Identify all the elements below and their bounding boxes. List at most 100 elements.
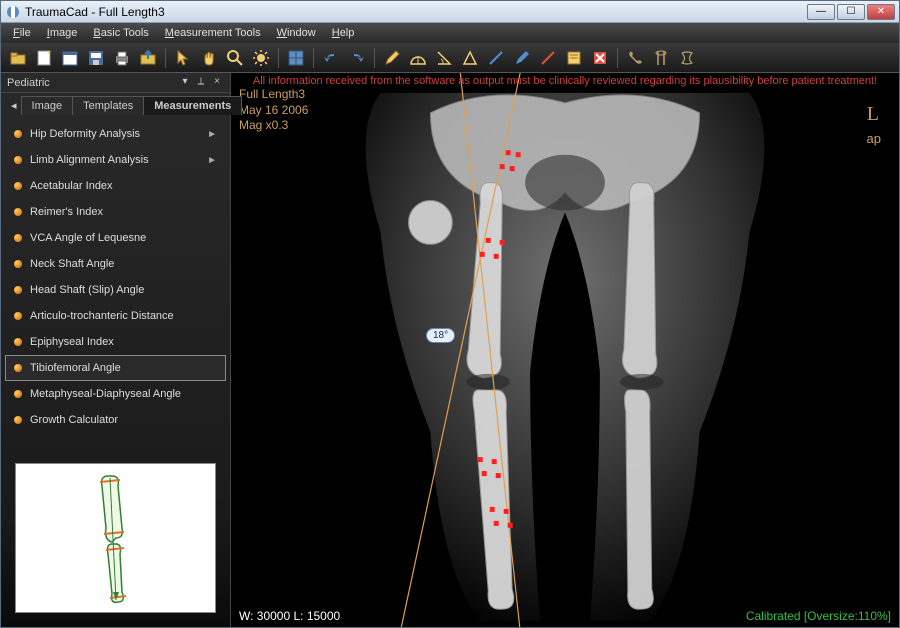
warning-text: All information received from the softwa…	[231, 75, 899, 87]
measurement-label: Growth Calculator	[30, 414, 217, 426]
measurement-label: Reimer's Index	[30, 206, 217, 218]
bullet-icon	[14, 286, 22, 294]
titlebar: TraumaCad - Full Length3 — ☐ ✕	[1, 1, 899, 23]
measurement-label: Tibiofemoral Angle	[30, 362, 217, 374]
measurement-item[interactable]: Head Shaft (Slip) Angle	[5, 277, 226, 303]
toolbar	[1, 43, 899, 73]
measurement-label: Head Shaft (Slip) Angle	[30, 284, 217, 296]
bullet-icon	[14, 390, 22, 398]
projection-marker: ap	[867, 131, 881, 146]
bullet-icon	[14, 260, 22, 268]
menu-measurement-tools[interactable]: Measurement Tools	[157, 25, 269, 41]
side-marker: L	[867, 103, 879, 126]
measurement-item[interactable]: Limb Alignment Analysis ►	[5, 147, 226, 173]
separator	[374, 48, 375, 68]
save-icon[interactable]	[85, 47, 107, 69]
measurement-label: Neck Shaft Angle	[30, 258, 217, 270]
open-icon[interactable]	[7, 47, 29, 69]
measurement-item[interactable]: Neck Shaft Angle	[5, 251, 226, 277]
pencil-icon[interactable]	[381, 47, 403, 69]
line-blue-icon[interactable]	[485, 47, 507, 69]
image-info: Full Length3 May 16 2006 Mag x0.3	[239, 87, 308, 134]
bullet-icon	[14, 364, 22, 372]
measurement-item[interactable]: Hip Deformity Analysis►	[5, 121, 226, 147]
image-name: Full Length3	[239, 87, 308, 103]
menu-image[interactable]: Image	[39, 25, 86, 41]
undo-icon[interactable]	[320, 47, 342, 69]
submenu-chevron-icon: ►	[207, 155, 217, 166]
panel-close-icon[interactable]: ×	[210, 76, 224, 90]
angle-icon[interactable]	[433, 47, 455, 69]
bullet-icon	[14, 130, 22, 138]
bullet-icon	[14, 416, 22, 424]
measurement-item[interactable]: Growth Calculator	[5, 407, 226, 433]
panel-pin-icon[interactable]: ⟂	[194, 76, 208, 90]
measurement-item[interactable]: Acetabular Index	[5, 173, 226, 199]
tab-image[interactable]: Image	[21, 96, 74, 115]
brightness-icon[interactable]	[250, 47, 272, 69]
measurement-label: VCA Angle of Lequesne	[30, 232, 217, 244]
menu-file[interactable]: File	[5, 25, 39, 41]
bone-tool-2-icon[interactable]	[650, 47, 672, 69]
image-mag: Mag x0.3	[239, 118, 308, 134]
measurement-label: Acetabular Index	[30, 180, 217, 192]
note-icon[interactable]	[563, 47, 585, 69]
window-title: TraumaCad - Full Length3	[25, 5, 807, 19]
app-icon	[5, 4, 21, 20]
grid-icon[interactable]	[285, 47, 307, 69]
angle-label[interactable]: 18°	[426, 328, 455, 343]
measurement-item[interactable]: Reimer's Index	[5, 199, 226, 225]
bone-tool-1-icon[interactable]	[624, 47, 646, 69]
measurement-item[interactable]: Metaphyseal-Diaphyseal Angle	[5, 381, 226, 407]
menu-help[interactable]: Help	[324, 25, 363, 41]
tab-measurements[interactable]: Measurements	[143, 96, 242, 115]
measurement-label: Limb Alignment Analysis	[30, 154, 201, 166]
side-panel: Pediatric ▾ ⟂ × ◂ Image Templates Measur…	[1, 73, 231, 627]
protractor-icon[interactable]	[407, 47, 429, 69]
menubar: File Image Basic Tools Measurement Tools…	[1, 23, 899, 43]
measurement-item[interactable]: VCA Angle of Lequesne	[5, 225, 226, 251]
bullet-icon	[14, 156, 22, 164]
pointer-icon[interactable]	[172, 47, 194, 69]
minimize-button[interactable]: —	[807, 4, 835, 20]
separator	[278, 48, 279, 68]
separator	[165, 48, 166, 68]
new-icon[interactable]	[33, 47, 55, 69]
menu-window[interactable]: Window	[269, 25, 324, 41]
measurement-item[interactable]: Tibiofemoral Angle	[5, 355, 226, 381]
bullet-icon	[14, 338, 22, 346]
menu-basic-tools[interactable]: Basic Tools	[85, 25, 156, 41]
zoom-icon[interactable]	[224, 47, 246, 69]
main-body: Pediatric ▾ ⟂ × ◂ Image Templates Measur…	[1, 73, 899, 627]
tab-templates[interactable]: Templates	[72, 96, 144, 115]
triangle-icon[interactable]	[459, 47, 481, 69]
export-icon[interactable]	[137, 47, 159, 69]
measurement-item[interactable]: Articulo-trochanteric Distance	[5, 303, 226, 329]
image-viewer[interactable]: All information received from the softwa…	[231, 73, 899, 627]
measurement-item[interactable]: Epiphyseal Index	[5, 329, 226, 355]
bullet-icon	[14, 208, 22, 216]
marker-icon[interactable]	[511, 47, 533, 69]
maximize-button[interactable]: ☐	[837, 4, 865, 20]
redo-icon[interactable]	[346, 47, 368, 69]
side-tabs: ◂ Image Templates Measurements Report ▸	[1, 93, 230, 115]
delete-icon[interactable]	[589, 47, 611, 69]
bullet-icon	[14, 182, 22, 190]
print-icon[interactable]	[111, 47, 133, 69]
hand-icon[interactable]	[198, 47, 220, 69]
measurement-list: Hip Deformity Analysis►Limb Alignment An…	[1, 115, 230, 453]
tab-scroll-left[interactable]: ◂	[7, 96, 21, 115]
bone-tool-3-icon[interactable]	[676, 47, 698, 69]
bullet-icon	[14, 234, 22, 242]
calendar-icon[interactable]	[59, 47, 81, 69]
image-date: May 16 2006	[239, 103, 308, 119]
bullet-icon	[14, 312, 22, 320]
xray-overlay	[231, 73, 899, 627]
measurement-label: Articulo-trochanteric Distance	[30, 310, 217, 322]
calibration-text: Calibrated [Oversize:110%]	[746, 609, 891, 623]
close-button[interactable]: ✕	[867, 4, 895, 20]
measurement-label: Epiphyseal Index	[30, 336, 217, 348]
app-window: TraumaCad - Full Length3 — ☐ ✕ File Imag…	[0, 0, 900, 628]
panel-dropdown-icon[interactable]: ▾	[178, 76, 192, 90]
line-red-icon[interactable]	[537, 47, 559, 69]
